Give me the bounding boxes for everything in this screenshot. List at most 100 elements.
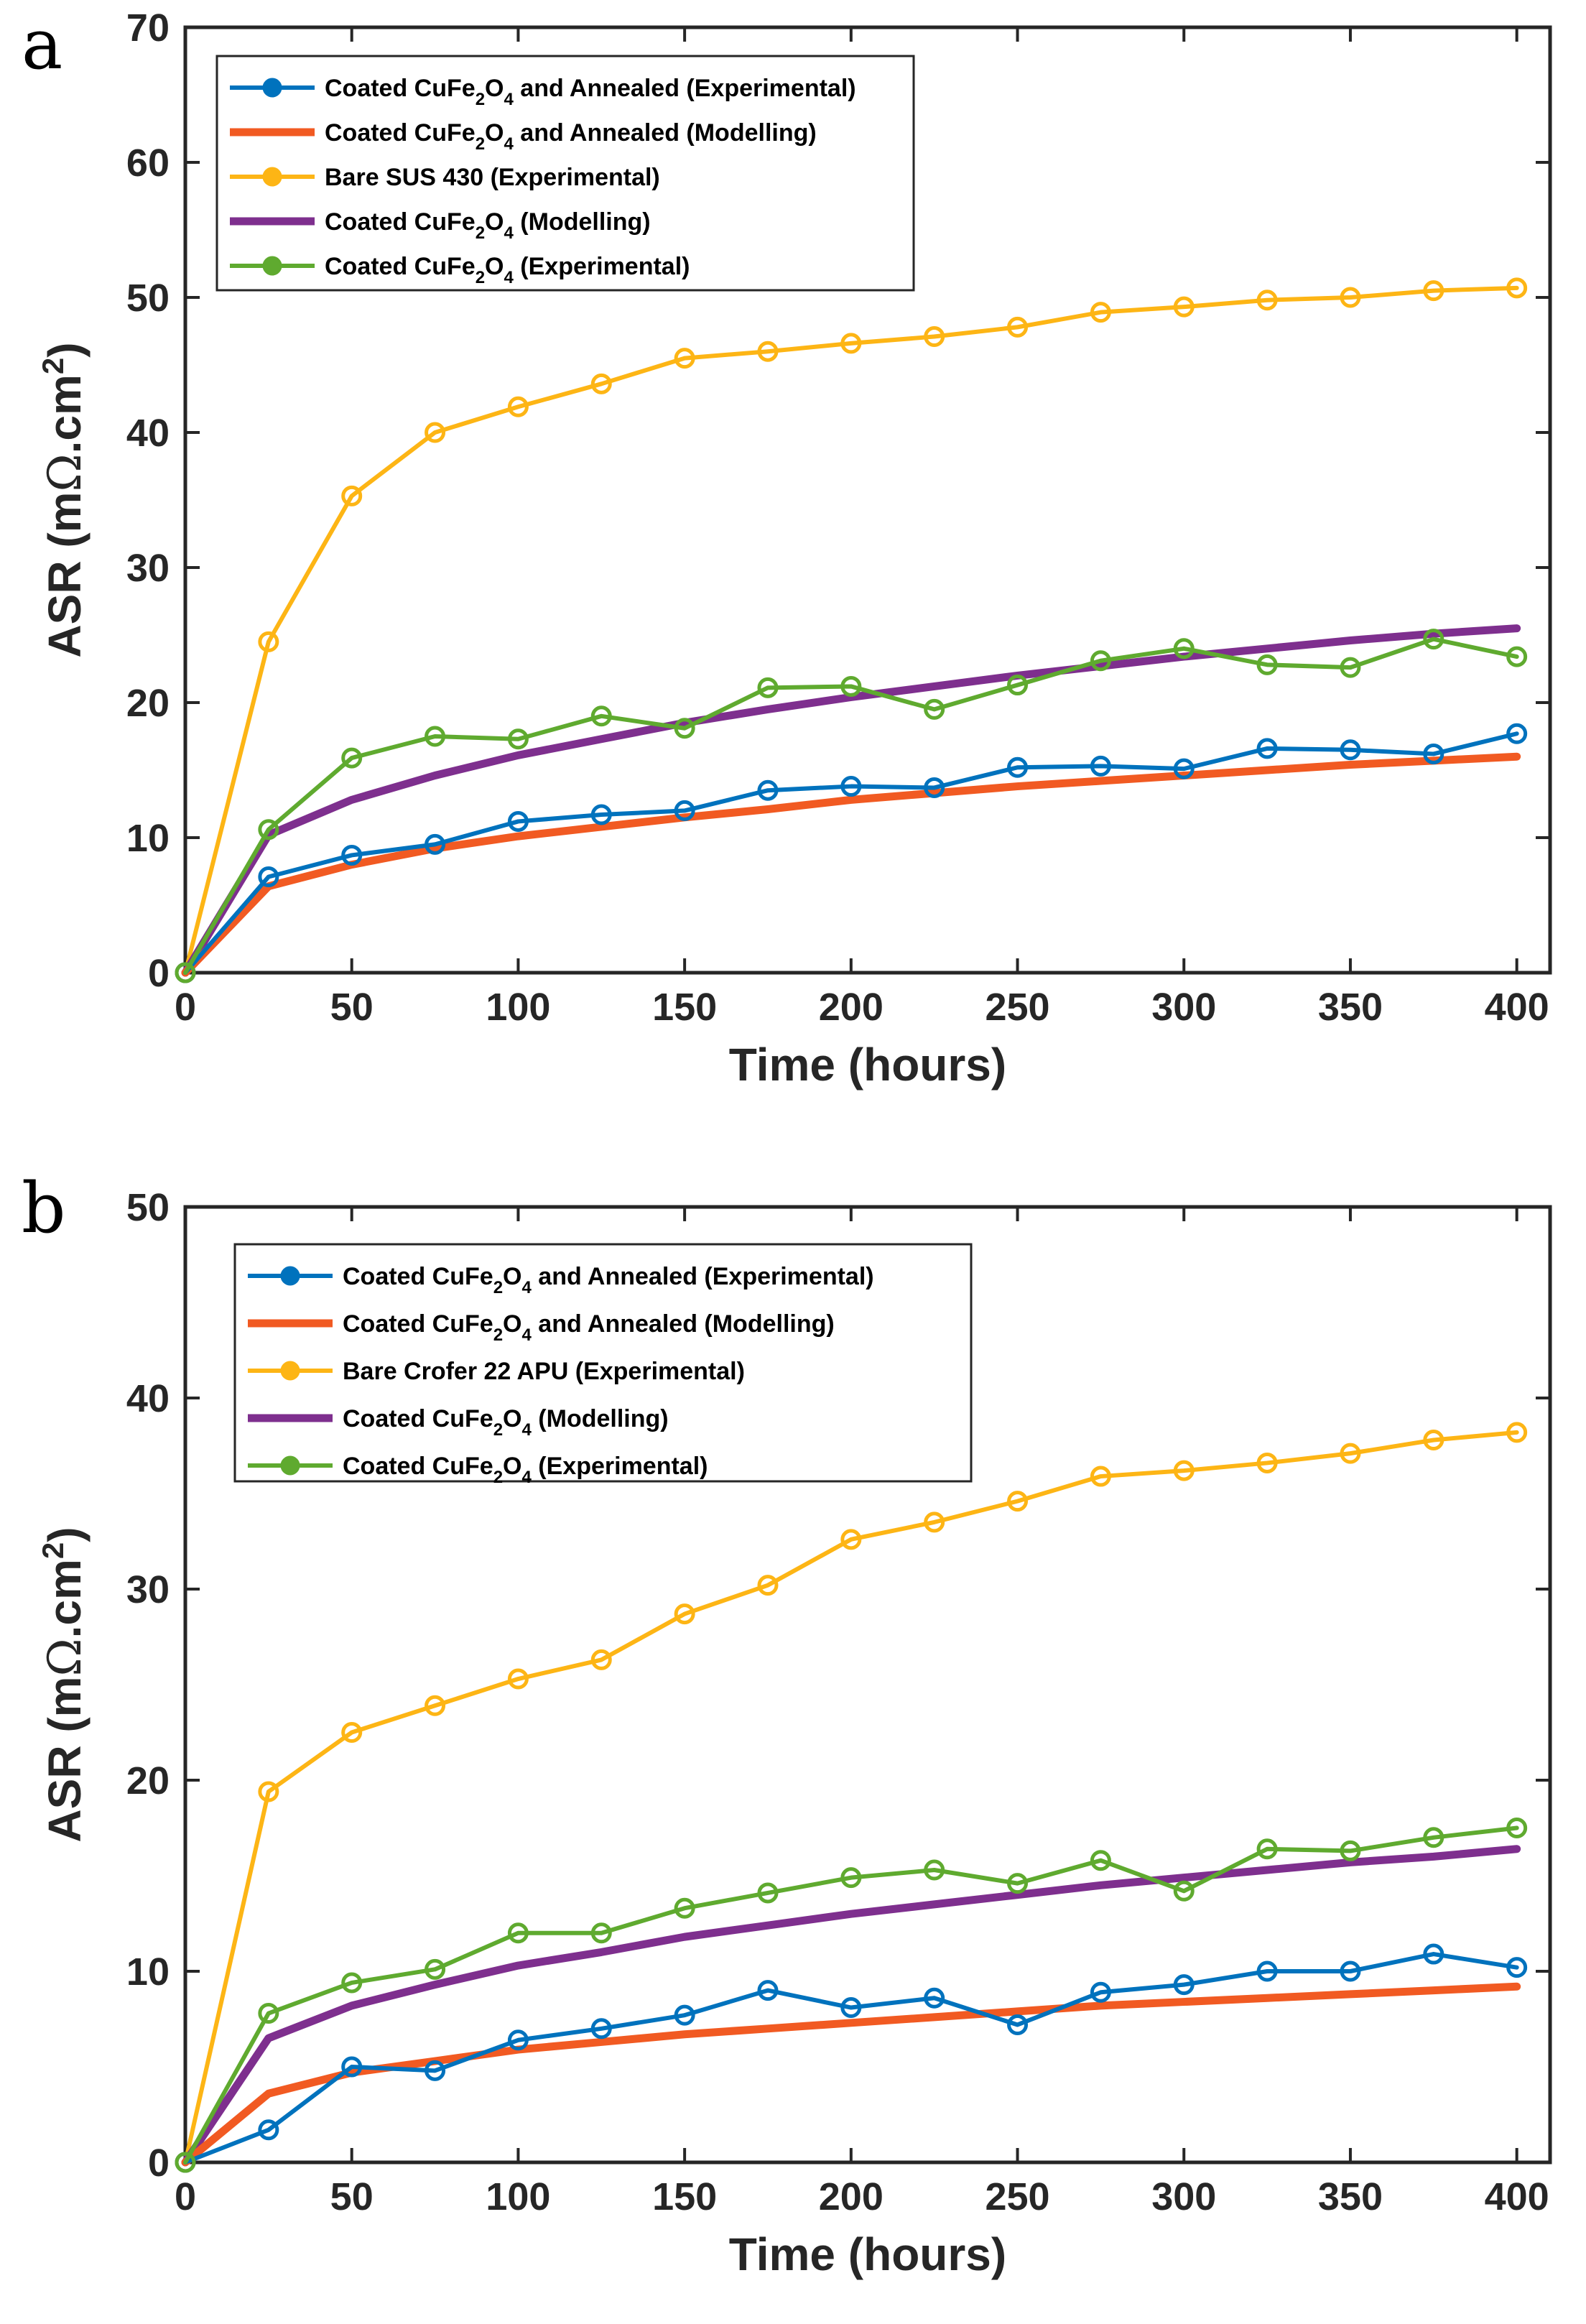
data-point [590,2018,612,2040]
legend-marker [262,167,282,187]
x-tick-label: 300 [1151,986,1216,1029]
data-point [258,819,279,841]
data-point [1256,1452,1278,1473]
data-point [1007,2014,1029,2035]
data-point [425,1695,446,1716]
series-s1 [175,1943,1528,2173]
data-point [840,675,862,697]
data-point [757,341,779,362]
y-tick-label: 0 [148,952,170,995]
data-point [258,866,279,888]
y-tick-label: 10 [126,817,170,860]
y-tick-label: 30 [126,547,170,590]
legend-marker [280,1266,300,1286]
legend-label: Coated CuFe2O4 and Annealed (Modelling) [343,1310,835,1345]
x-tick-label: 100 [486,2175,550,2218]
x-tick-label: 300 [1151,2175,1216,2218]
series-s2 [181,1982,1521,2167]
series-s1 [175,723,1528,983]
legend-marker [262,256,282,276]
data-point [1340,657,1361,678]
data-point [590,373,612,394]
y-tick-label: 10 [126,1950,170,1994]
data-point [1340,739,1361,761]
data-point [674,718,695,739]
legend-item-s1: Coated CuFe2O4 and Annealed (Experimenta… [248,1263,874,1297]
data-point [1173,758,1195,779]
data-point [425,833,446,855]
data-point [1007,675,1029,696]
data-point [1007,1873,1029,1894]
series-line [183,1952,1519,2165]
data-point [507,1922,529,1944]
data-point [1256,1838,1278,1860]
data-point [1090,755,1111,777]
data-point [840,333,862,354]
x-tick-label: 350 [1318,2175,1383,2218]
panel-letter: b [22,1168,65,1249]
legend-item-s1: Coated CuFe2O4 and Annealed (Experimenta… [230,75,856,109]
legend-item-s2: Coated CuFe2O4 and Annealed (Modelling) [248,1310,835,1345]
legend-box [233,1243,973,1483]
data-point [1340,287,1361,308]
panel-letter: a [22,4,62,85]
data-point [757,779,779,801]
data-point [590,804,612,825]
data-point [674,2004,695,2026]
data-point [757,1882,779,1904]
series-line [181,1845,1521,2167]
data-point [425,2060,446,2081]
data-point [425,1958,446,1980]
data-point [341,844,363,866]
data-point [1423,1430,1444,1451]
y-tick-label: 70 [126,6,170,50]
series-s4 [181,624,1521,977]
data-point [258,2003,279,2024]
y-tick-label: 40 [126,1377,170,1420]
data-point [507,396,529,417]
x-axis-title: Time (hours) [729,2228,1006,2280]
data-point [1090,302,1111,323]
axis-ticks: 0 50 100 150 200 250 300 350 400 0 10 20 30 40 50 [126,1186,1550,2218]
data-point [840,1997,862,2019]
legend-marker [262,78,282,98]
legend-item-s5: Coated CuFe2O4 (Experimental) [230,253,690,287]
data-point [757,1980,779,2001]
data-point [590,705,612,727]
legend-item-s3: Bare SUS 430 (Experimental) [230,164,660,191]
legend-item-s5: Coated CuFe2O4 (Experimental) [248,1453,708,1487]
data-point [258,1781,279,1802]
legend-label: Coated CuFe2O4 (Modelling) [325,208,651,243]
data-point [924,777,945,798]
series-s2 [181,752,1521,977]
data-point [1173,296,1195,318]
y-tick-label: 20 [126,1759,170,1802]
series-line [183,1825,1519,2165]
legend-label: Coated CuFe2O4 and Annealed (Experimenta… [343,1263,874,1297]
data-point [757,1575,779,1596]
data-point [674,348,695,369]
legend-item-s4: Coated CuFe2O4 (Modelling) [230,208,651,243]
data-point [1090,1850,1111,1871]
series-s3 [175,277,1528,983]
legend-box [215,55,915,292]
x-tick-label: 200 [819,2175,884,2218]
data-point [840,776,862,797]
series-s4 [181,1845,1521,2167]
data-point [1173,1460,1195,1481]
legend-label: Bare Crofer 22 APU (Experimental) [343,1358,745,1385]
data-point [175,962,196,983]
legend-item-s3: Bare Crofer 22 APU (Experimental) [248,1358,745,1385]
data-point [1506,1818,1528,1838]
legend-label: Coated CuFe2O4 and Annealed (Modelling) [325,119,817,154]
x-axis-title: Time (hours) [729,1039,1006,1091]
legend: Coated CuFe2O4 and Annealed (Experimenta… [233,1243,973,1487]
data-point [924,1511,945,1533]
legend-item-s4: Coated CuFe2O4 (Modelling) [248,1405,669,1440]
data-point [1173,638,1195,659]
legend-label: Coated CuFe2O4 and Annealed (Experimenta… [325,75,856,109]
data-point [840,1867,862,1889]
data-point [258,631,279,652]
data-point [341,485,363,506]
series-line [181,624,1521,977]
